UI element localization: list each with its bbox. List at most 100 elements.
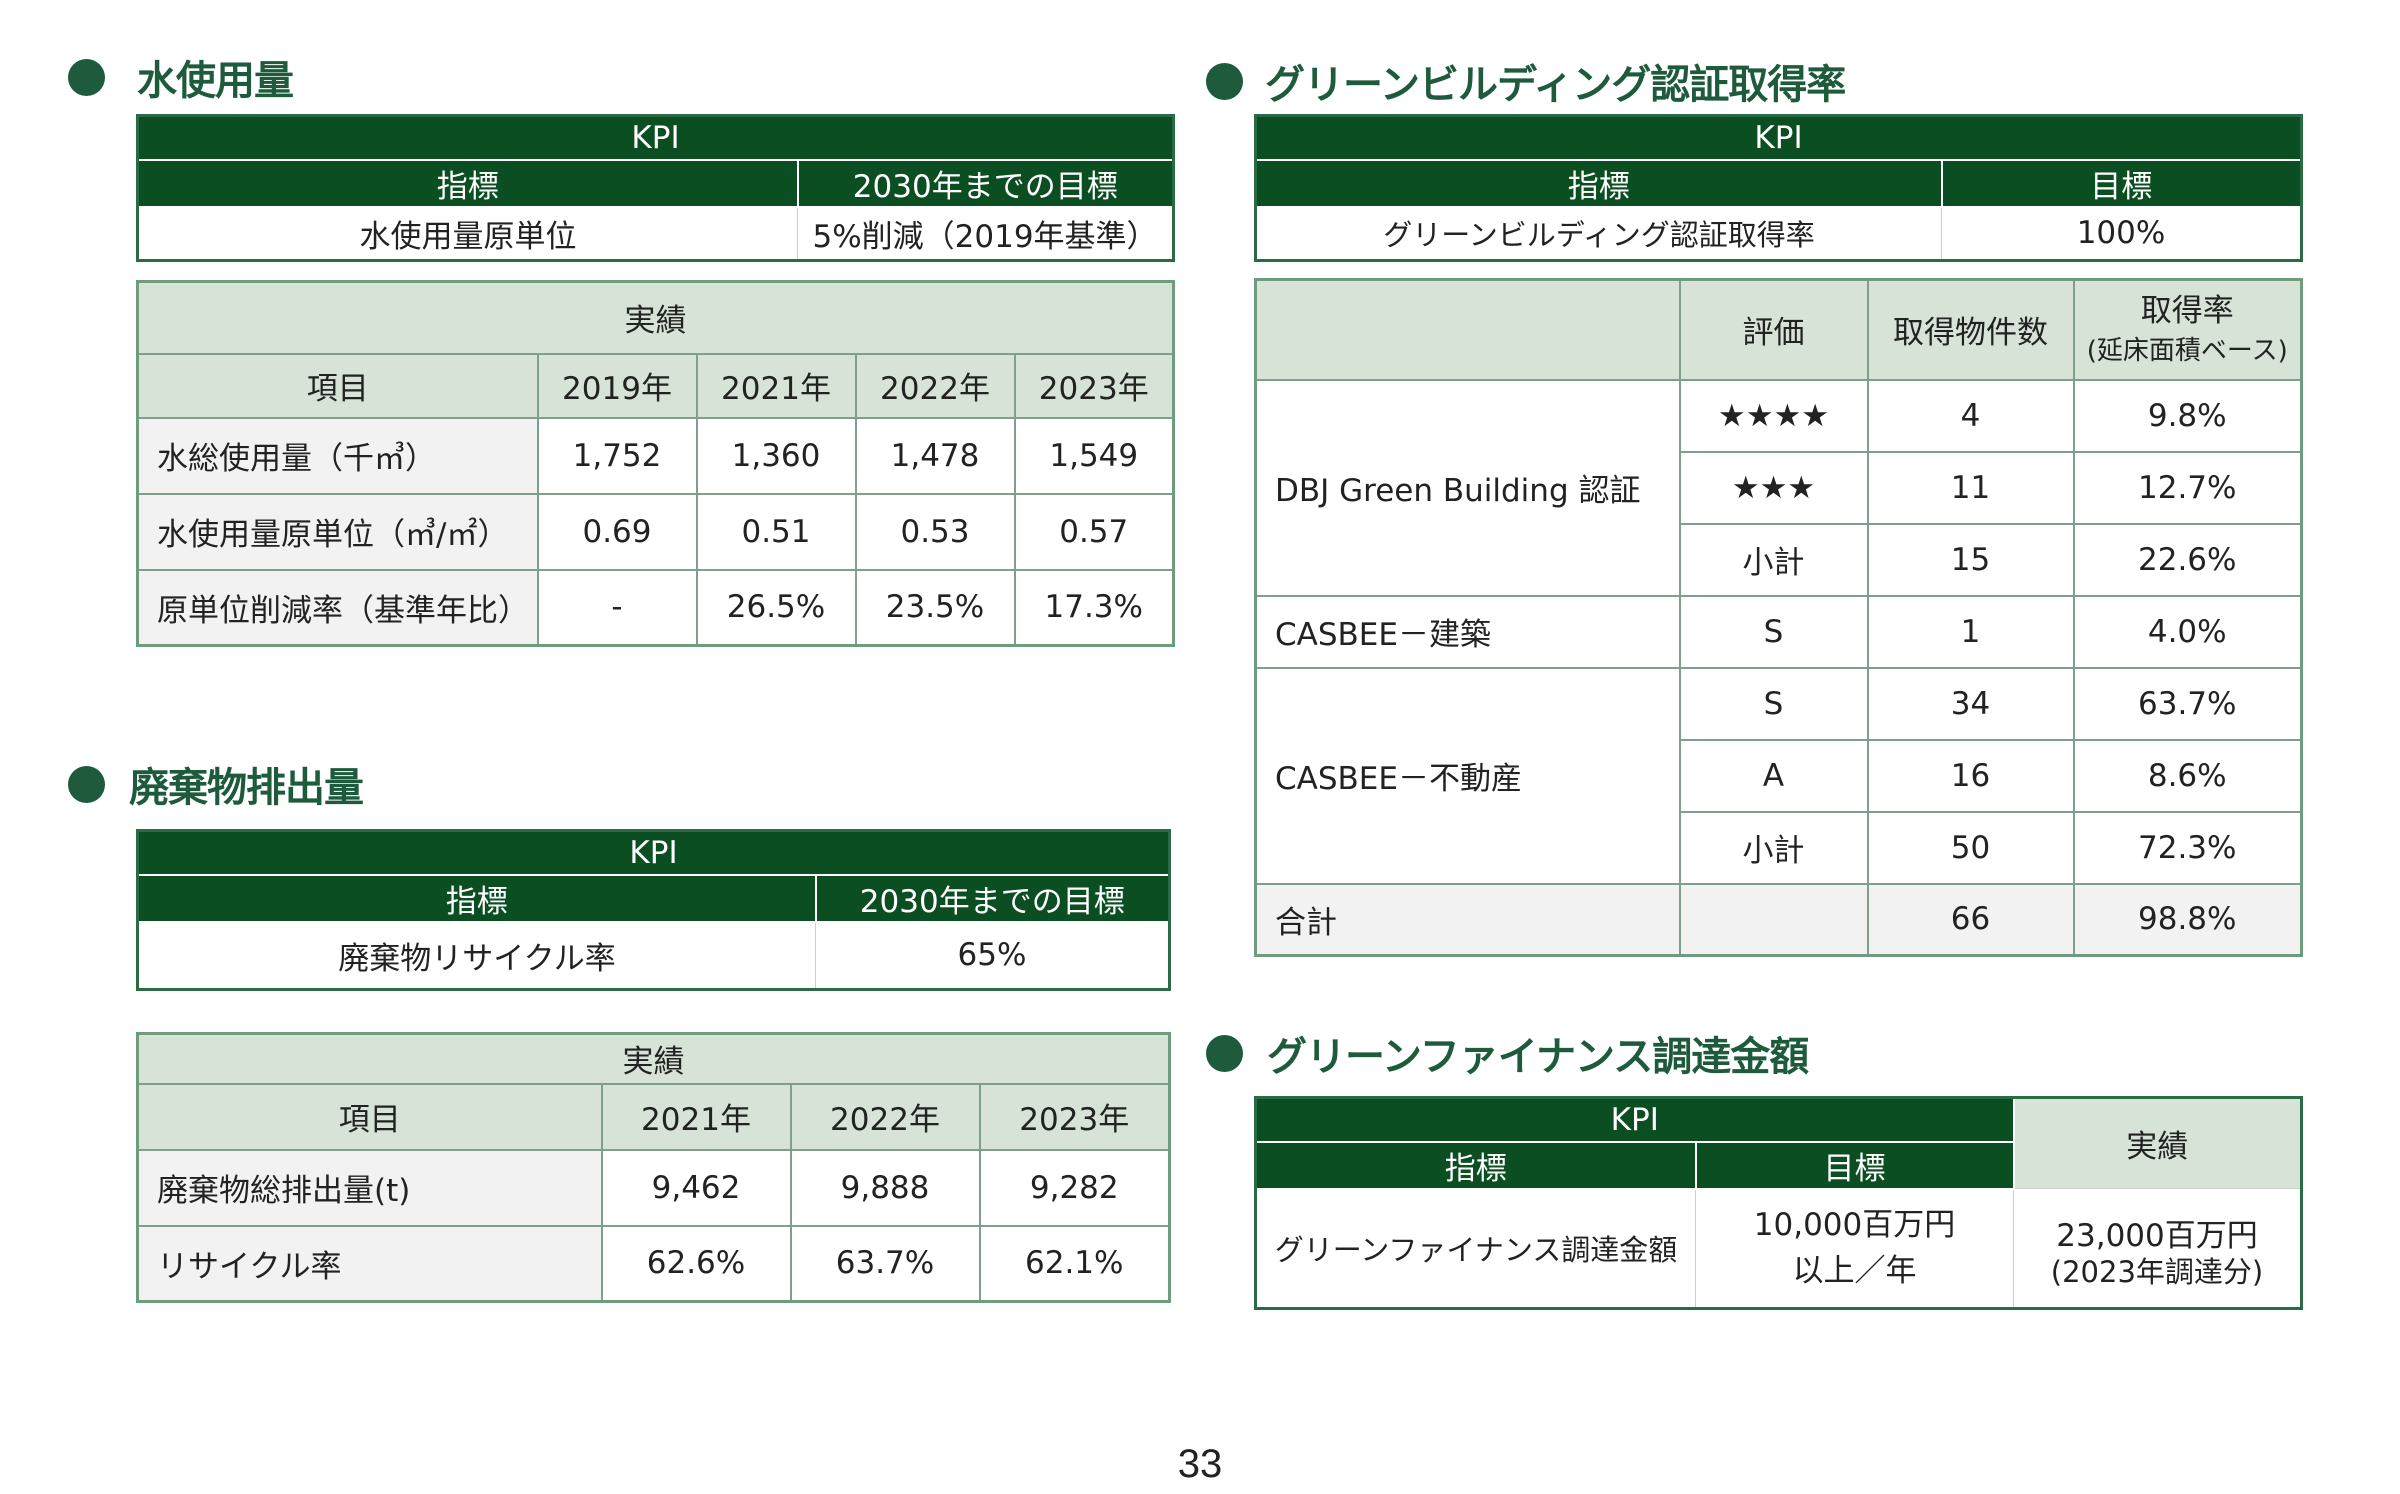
bullet-icon [1206,62,1243,100]
cell-value: 63.7% [789,1224,981,1303]
total-count: 66 [1866,882,2075,957]
rating-value: A [1678,738,1869,813]
page-number: 33 [1177,1442,1223,1486]
target-line-1: 10,000百万円 [1753,1206,1956,1243]
rate-value: 4.0% [2072,594,2303,669]
kpi-target: 5%削減（2019年基準） [796,206,1175,261]
cell-value: 1,478 [854,416,1016,495]
table-row: ★★★ 11 12.7% [1256,450,2303,525]
count-value: 34 [1866,666,2075,741]
result-line-2: (2023年調達分) [2050,1255,2264,1290]
green-building-section-title: グリーンビルディング認証取得率 [1206,52,1846,110]
kpi-indicator: 廃棄物リサイクル率 [137,921,816,990]
green-building-title: グリーンビルディング認証取得率 [1265,62,1846,108]
row-label: 原単位削減率（基準年比） [136,568,539,647]
rating-header: 評価 [1678,278,1869,381]
table-row: CASBEE－建築 S 1 4.0% [1254,594,2303,669]
kpi-target: 10,000百万円 以上／年 [1694,1188,2015,1309]
kpi-target: 65% [814,921,1171,990]
cell-value: 1,360 [695,416,857,495]
year-header: 2022年 [789,1082,981,1151]
total-rate: 98.8% [2072,882,2303,957]
rate-header: 取得率 (延床面積ベース) [2072,278,2303,381]
rate-value: 12.7% [2072,450,2303,525]
kpi-indicator-header: 指標 [1254,158,1943,208]
group-name: DBJ Green Building 認証 [1254,378,1681,597]
results-caption: 実績 [136,280,1175,355]
total-label: 合計 [1254,882,1681,957]
group-name: CASBEE－不動産 [1254,666,1681,885]
row-label: 水総使用量（千㎥） [136,416,539,495]
kpi-caption: KPI [136,115,1175,161]
green-finance-section-title: グリーンファイナンス調達金額 [1206,1024,1809,1082]
rating-value: 小計 [1678,810,1869,885]
kpi-target-header: 目標 [1940,158,2303,208]
target-line-2: 以上／年 [1792,1253,1917,1290]
year-header: 2021年 [600,1082,792,1151]
rate-value: 72.3% [2072,810,2303,885]
bullet-icon [1206,1034,1243,1072]
table-row: 小計 50 72.3% [1256,810,2303,885]
rating-value: ★★★★ [1678,378,1869,453]
bullet-icon [68,58,105,96]
cell-value: 17.3% [1013,568,1175,647]
waste-results-table: 実績 項目 2021年 2022年 2023年 廃棄物総排出量(t) 9,462… [136,1032,1171,1303]
cell-value: 1,549 [1013,416,1175,495]
item-header: 項目 [136,352,539,419]
year-header: 2023年 [1013,352,1175,419]
count-value: 50 [1866,810,2075,885]
blank-header [1254,278,1681,381]
table-row: 原単位削減率（基準年比） - 26.5% 23.5% 17.3% [136,568,1175,647]
rate-value: 8.6% [2072,738,2303,813]
water-section-title: 水使用量 [68,48,294,106]
cell-value: 9,282 [978,1148,1171,1227]
result-header: 実績 [2013,1097,2303,1189]
cell-value: 23.5% [854,568,1016,647]
cell-value: 1,752 [536,416,698,495]
kpi-indicator: グリーンビルディング認証取得率 [1255,206,1942,261]
kpi-caption: KPI [1254,1097,2015,1143]
rate-header-note: (延床面積ベース) [2086,336,2288,367]
row-label: 水使用量原単位（㎥/㎡） [136,492,539,571]
kpi-result: 23,000百万円 (2023年調達分) [2013,1188,2303,1309]
table-row: 小計 15 22.6% [1256,522,2303,597]
rate-value: 63.7% [2072,666,2303,741]
cell-value: - [536,568,698,647]
kpi-target-header: 2030年までの目標 [814,873,1171,923]
kpi-indicator: グリーンファイナンス調達金額 [1255,1188,1696,1309]
kpi-indicator-header: 指標 [136,873,817,923]
table-row: リサイクル率 62.6% 63.7% 62.1% [136,1224,1171,1303]
rating-value: S [1678,594,1869,669]
results-caption: 実績 [136,1032,1171,1085]
green-building-results-table: 評価 取得物件数 取得率 (延床面積ベース) DBJ Green Buildin… [1254,278,2303,957]
water-title: 水使用量 [137,58,294,104]
count-value: 4 [1866,378,2075,453]
kpi-caption: KPI [1254,115,2303,161]
rate-value: 22.6% [2072,522,2303,597]
kpi-indicator-header: 指標 [1254,1140,1697,1190]
cell-value: 9,462 [600,1148,792,1227]
cell-value: 26.5% [695,568,857,647]
green-finance-title: グリーンファイナンス調達金額 [1267,1034,1809,1080]
waste-kpi-table: KPI 指標 2030年までの目標 廃棄物リサイクル率 65% [136,829,1172,991]
cell-value: 0.51 [695,492,857,571]
group-name: CASBEE－建築 [1254,594,1681,669]
rating-value: 小計 [1678,522,1869,597]
water-results-table: 実績 項目 2019年 2021年 2022年 2023年 水総使用量（千㎥） … [136,280,1175,647]
count-value: 16 [1866,738,2075,813]
result-line-1: 23,000百万円 [2056,1218,2258,1254]
table-row: DBJ Green Building 認証 ★★★★ 4 9.8% [1254,378,2303,597]
row-label: 廃棄物総排出量(t) [136,1148,603,1227]
bullet-icon [68,765,105,803]
kpi-indicator-header: 指標 [136,158,799,208]
cell-value: 0.57 [1013,492,1175,571]
year-header: 2021年 [695,352,857,419]
kpi-target-header: 2030年までの目標 [796,158,1175,208]
waste-section-title: 廃棄物排出量 [68,755,364,813]
cell-value: 0.69 [536,492,698,571]
kpi-indicator: 水使用量原単位 [137,206,798,261]
table-row: CASBEE－不動産 S 34 63.7% [1254,666,2303,885]
kpi-target: 100% [1940,206,2303,261]
year-header: 2023年 [978,1082,1171,1151]
count-value: 15 [1866,522,2075,597]
